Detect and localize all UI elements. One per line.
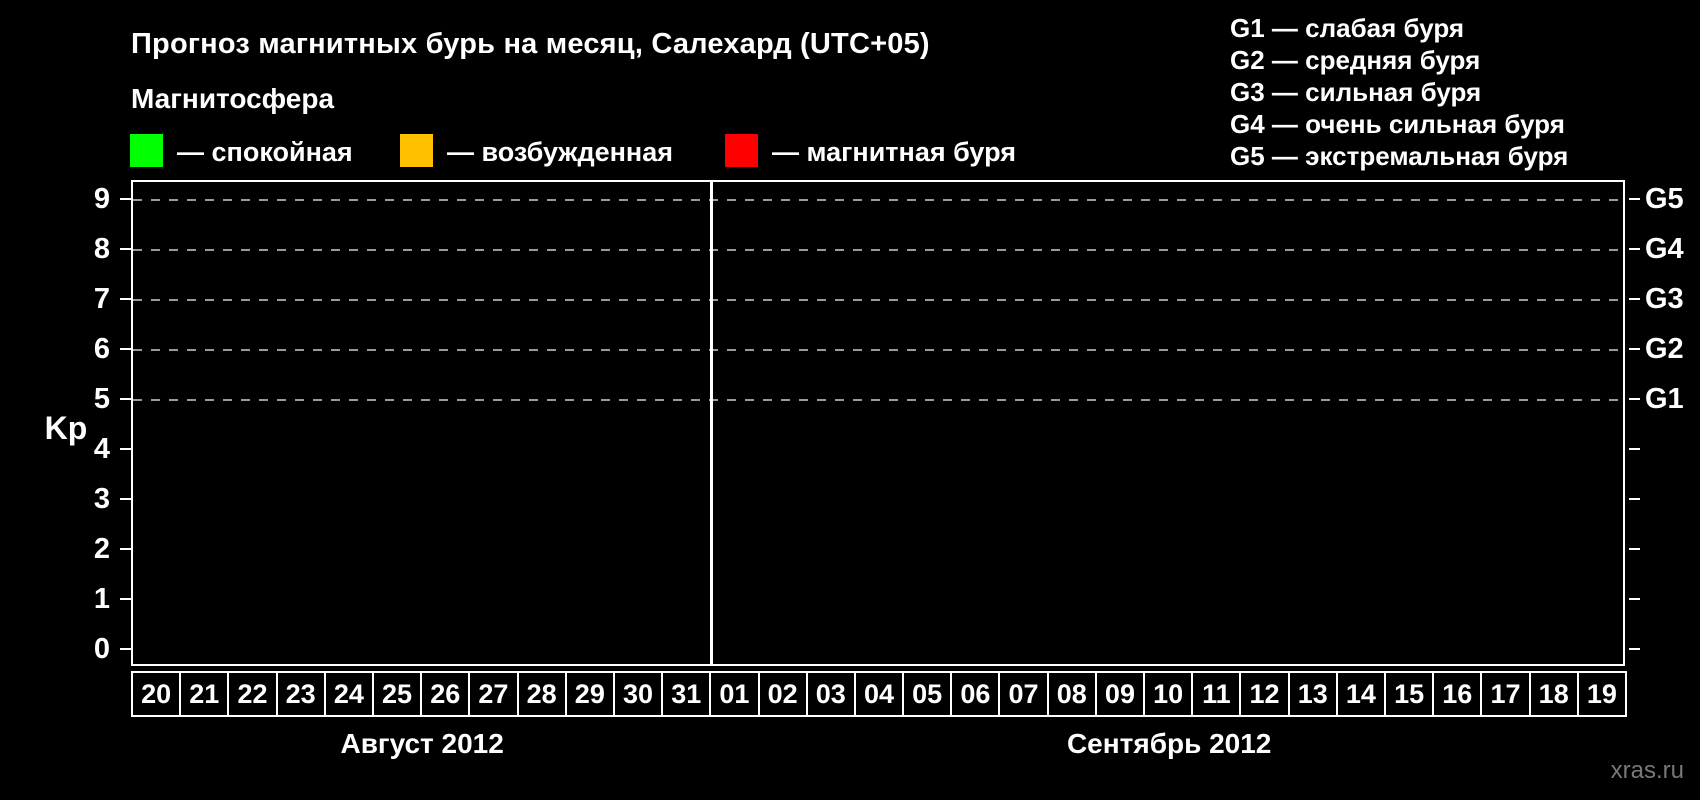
y-tick-left-3 bbox=[120, 498, 131, 500]
y-tick-left-7 bbox=[120, 298, 131, 300]
legend-label-quiet: — спокойная bbox=[177, 137, 353, 167]
day-label-14: 14 bbox=[1335, 671, 1387, 717]
y-tick-left-2 bbox=[120, 548, 131, 550]
day-label-20: 20 bbox=[131, 671, 182, 717]
y-tick-label-0: 0 bbox=[93, 633, 110, 665]
plot-area bbox=[131, 180, 1625, 666]
g-axis-label-g1: G1 bbox=[1645, 383, 1684, 415]
legend-title: Магнитосфера bbox=[131, 83, 335, 114]
month-label-1: Сентябрь 2012 bbox=[1066, 728, 1272, 759]
day-label-16: 16 bbox=[1432, 671, 1483, 717]
y-tick-left-1 bbox=[120, 598, 131, 600]
g-scale-line-g2: G2 — средняя буря bbox=[1230, 45, 1481, 75]
y-tick-left-5 bbox=[120, 398, 131, 400]
legend-label-storm: — магнитная буря bbox=[772, 137, 1016, 167]
day-label-17: 17 bbox=[1480, 671, 1531, 717]
day-label-22: 22 bbox=[227, 671, 278, 717]
day-label-13: 13 bbox=[1287, 671, 1338, 717]
gridline-kp8 bbox=[133, 249, 1623, 251]
y-tick-label-7: 7 bbox=[93, 283, 110, 315]
legend-swatch-unsettled bbox=[400, 134, 433, 167]
y-tick-left-9 bbox=[120, 198, 131, 200]
day-label-31: 31 bbox=[661, 671, 712, 717]
day-label-26: 26 bbox=[420, 671, 471, 717]
gridline-kp9 bbox=[133, 199, 1623, 201]
y-tick-label-4: 4 bbox=[93, 433, 110, 465]
chart-title: Прогноз магнитных бурь на месяц, Салехар… bbox=[131, 28, 930, 60]
y-tick-right-7 bbox=[1629, 298, 1640, 300]
y-tick-right-1 bbox=[1629, 598, 1640, 600]
g-scale-legend: G1 — слабая буря G2 — средняя буря G3 — … bbox=[1230, 12, 1568, 172]
y-tick-label-2: 2 bbox=[93, 533, 110, 565]
day-label-04: 04 bbox=[853, 671, 905, 717]
y-tick-left-4 bbox=[120, 448, 131, 450]
day-label-07: 07 bbox=[998, 671, 1049, 717]
y-tick-label-5: 5 bbox=[93, 383, 110, 415]
y-tick-right-2 bbox=[1629, 548, 1640, 550]
day-label-05: 05 bbox=[902, 671, 953, 717]
y-tick-label-6: 6 bbox=[93, 333, 110, 365]
y-tick-label-9: 9 bbox=[93, 183, 110, 215]
day-label-02: 02 bbox=[757, 671, 808, 717]
g-scale-line-g3: G3 — сильная буря bbox=[1230, 77, 1482, 107]
day-label-08: 08 bbox=[1046, 671, 1097, 717]
day-label-03: 03 bbox=[805, 671, 856, 717]
day-label-09: 09 bbox=[1094, 671, 1146, 717]
day-label-24: 24 bbox=[323, 671, 374, 717]
day-label-06: 06 bbox=[950, 671, 1001, 717]
month-label-0: Август 2012 bbox=[340, 728, 504, 759]
day-label-10: 10 bbox=[1143, 671, 1194, 717]
y-tick-left-8 bbox=[120, 248, 131, 250]
day-label-28: 28 bbox=[516, 671, 567, 717]
day-label-01: 01 bbox=[709, 671, 760, 717]
y-tick-right-4 bbox=[1629, 448, 1640, 450]
y-tick-label-1: 1 bbox=[93, 583, 110, 615]
y-tick-left-6 bbox=[120, 348, 131, 350]
day-label-12: 12 bbox=[1239, 671, 1290, 717]
gridline-kp6 bbox=[133, 349, 1623, 351]
g-scale-line-g5: G5 — экстремальная буря bbox=[1230, 141, 1569, 171]
day-label-29: 29 bbox=[564, 671, 615, 717]
day-label-27: 27 bbox=[468, 671, 519, 717]
g-axis-label-g5: G5 bbox=[1645, 183, 1684, 215]
legend-swatch-storm bbox=[725, 134, 758, 167]
y-tick-right-3 bbox=[1629, 498, 1640, 500]
day-label-25: 25 bbox=[371, 671, 423, 717]
y-tick-right-8 bbox=[1629, 248, 1640, 250]
day-label-11: 11 bbox=[1191, 671, 1242, 717]
day-label-19: 19 bbox=[1576, 671, 1627, 717]
gridline-kp7 bbox=[133, 299, 1623, 301]
g-axis-label-g3: G3 bbox=[1645, 283, 1684, 315]
month-separator bbox=[709, 182, 713, 664]
y-tick-right-5 bbox=[1629, 398, 1640, 400]
y-tick-right-9 bbox=[1629, 198, 1640, 200]
day-axis: 20 21 22 23 24 25 26 27 28 29 30 31 01 02 03 04 05 06 07 08… bbox=[131, 671, 1631, 717]
day-label-15: 15 bbox=[1384, 671, 1435, 717]
g-scale-line-g4: G4 — очень сильная буря bbox=[1230, 109, 1565, 139]
y-tick-left-0 bbox=[120, 648, 131, 650]
g-axis-label-g2: G2 bbox=[1645, 333, 1684, 365]
y-axis-title: Kp bbox=[44, 410, 88, 446]
y-tick-right-0 bbox=[1629, 648, 1640, 650]
day-label-30: 30 bbox=[612, 671, 664, 717]
y-tick-label-8: 8 bbox=[93, 233, 110, 265]
watermark: xras.ru bbox=[1610, 757, 1684, 784]
day-label-23: 23 bbox=[275, 671, 326, 717]
legend-label-unsettled: — возбужденная bbox=[447, 137, 673, 167]
y-tick-right-6 bbox=[1629, 348, 1640, 350]
y-tick-label-3: 3 bbox=[93, 483, 110, 515]
day-label-21: 21 bbox=[179, 671, 230, 717]
g-scale-line-g1: G1 — слабая буря bbox=[1230, 13, 1465, 43]
g-axis-label-g4: G4 bbox=[1645, 233, 1684, 265]
day-label-18: 18 bbox=[1528, 671, 1579, 717]
legend-swatch-quiet bbox=[130, 134, 163, 167]
gridline-kp5 bbox=[133, 399, 1623, 401]
